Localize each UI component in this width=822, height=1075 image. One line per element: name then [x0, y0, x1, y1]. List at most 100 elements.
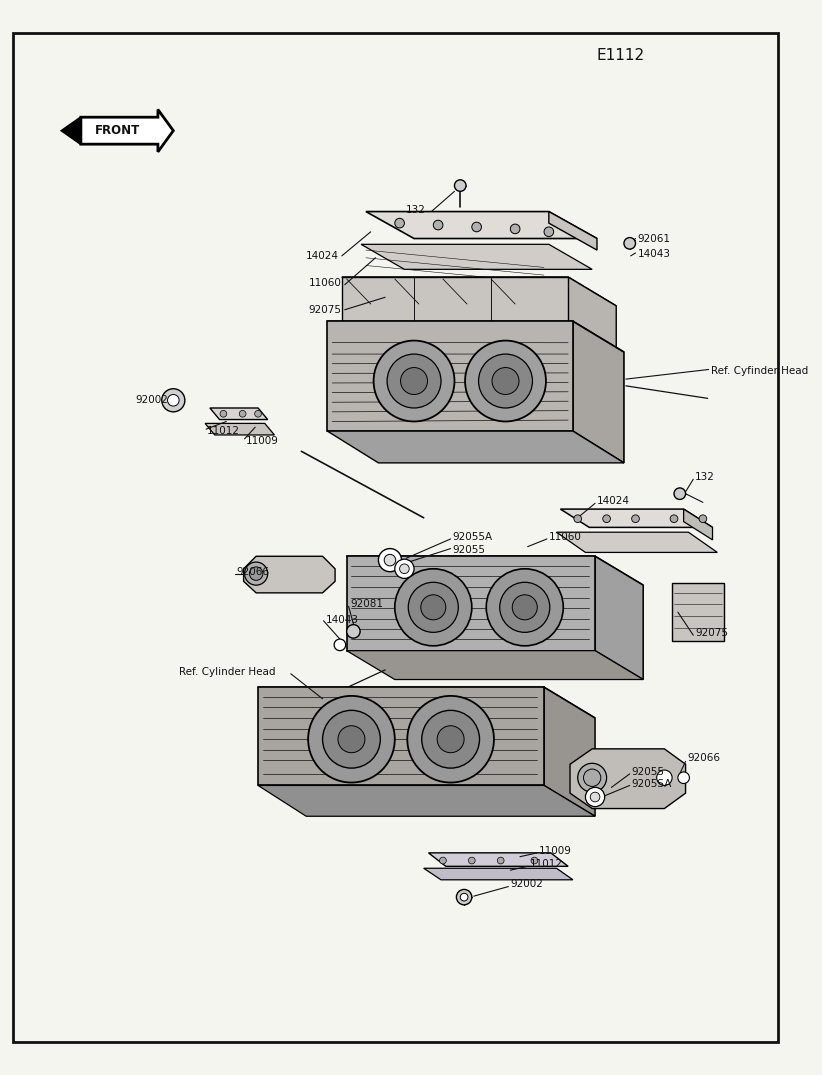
Circle shape [472, 223, 482, 232]
Circle shape [460, 893, 468, 901]
Circle shape [440, 857, 446, 864]
Text: 92055: 92055 [631, 766, 665, 777]
Circle shape [603, 515, 611, 522]
Circle shape [487, 569, 563, 646]
Polygon shape [556, 532, 718, 553]
Circle shape [544, 227, 554, 236]
Text: 132: 132 [695, 472, 715, 483]
Polygon shape [81, 110, 173, 152]
Text: 92061: 92061 [637, 233, 671, 244]
Text: 92002: 92002 [136, 396, 169, 405]
Circle shape [255, 411, 261, 417]
Circle shape [409, 583, 459, 632]
Polygon shape [549, 212, 597, 250]
Circle shape [531, 857, 538, 864]
Polygon shape [595, 556, 643, 679]
Text: 14043: 14043 [637, 249, 671, 259]
Circle shape [395, 218, 404, 228]
Circle shape [510, 224, 520, 233]
Circle shape [387, 354, 441, 408]
Circle shape [455, 180, 466, 191]
Text: 92075: 92075 [695, 628, 728, 639]
Circle shape [574, 515, 582, 522]
Polygon shape [258, 687, 595, 718]
Polygon shape [327, 431, 624, 463]
Circle shape [433, 220, 443, 230]
Polygon shape [544, 687, 595, 816]
Text: E1112: E1112 [597, 48, 645, 63]
Circle shape [437, 726, 464, 752]
Circle shape [400, 368, 427, 395]
Circle shape [670, 515, 678, 522]
Circle shape [497, 857, 504, 864]
Polygon shape [210, 408, 268, 419]
Circle shape [384, 555, 395, 565]
Polygon shape [243, 556, 335, 593]
Circle shape [245, 562, 268, 585]
Circle shape [674, 488, 686, 500]
Text: 92055: 92055 [453, 545, 486, 555]
Text: 92002: 92002 [510, 878, 543, 889]
Circle shape [465, 341, 546, 421]
Circle shape [631, 515, 640, 522]
Polygon shape [561, 510, 713, 528]
Text: 14024: 14024 [597, 497, 630, 506]
Polygon shape [342, 277, 616, 306]
Circle shape [168, 395, 179, 406]
Polygon shape [347, 556, 595, 650]
Text: 92066: 92066 [687, 754, 721, 763]
Polygon shape [361, 244, 592, 270]
Circle shape [699, 515, 707, 522]
Text: 11012: 11012 [207, 426, 240, 436]
Text: 92081: 92081 [350, 600, 384, 610]
Circle shape [395, 559, 414, 578]
Polygon shape [672, 584, 724, 641]
Text: 11012: 11012 [529, 859, 562, 870]
Polygon shape [366, 212, 597, 239]
Circle shape [492, 368, 519, 395]
Polygon shape [423, 869, 573, 879]
Circle shape [456, 889, 472, 905]
Circle shape [334, 639, 346, 650]
Circle shape [249, 567, 263, 580]
Polygon shape [684, 510, 713, 540]
Circle shape [373, 341, 455, 421]
Polygon shape [62, 117, 81, 144]
Circle shape [478, 354, 533, 408]
Text: 92066: 92066 [236, 567, 269, 576]
Text: 11060: 11060 [549, 532, 582, 542]
Polygon shape [342, 277, 568, 324]
Polygon shape [258, 687, 544, 786]
Text: 9205SA: 9205SA [631, 778, 672, 789]
Circle shape [239, 411, 246, 417]
Polygon shape [206, 424, 275, 435]
Polygon shape [258, 786, 595, 816]
Circle shape [407, 696, 494, 783]
Circle shape [422, 711, 479, 769]
Circle shape [585, 787, 605, 806]
Circle shape [378, 548, 401, 572]
Circle shape [347, 625, 360, 639]
Circle shape [657, 770, 672, 786]
Polygon shape [327, 321, 624, 353]
Text: 14043: 14043 [326, 615, 358, 625]
Circle shape [578, 763, 607, 792]
Polygon shape [428, 852, 568, 866]
Circle shape [421, 594, 446, 620]
Text: 11009: 11009 [539, 846, 572, 856]
Circle shape [220, 411, 227, 417]
Text: 14024: 14024 [306, 250, 339, 261]
Polygon shape [327, 321, 573, 431]
Circle shape [584, 769, 601, 787]
Polygon shape [347, 650, 643, 679]
Circle shape [338, 726, 365, 752]
Text: Ref. Cyfinder Head: Ref. Cyfinder Head [710, 367, 808, 376]
Polygon shape [568, 277, 616, 353]
Circle shape [624, 238, 635, 249]
Circle shape [678, 772, 690, 784]
Polygon shape [570, 749, 686, 808]
Circle shape [500, 583, 550, 632]
Circle shape [395, 569, 472, 646]
Text: 92055A: 92055A [453, 532, 492, 542]
Circle shape [162, 389, 185, 412]
